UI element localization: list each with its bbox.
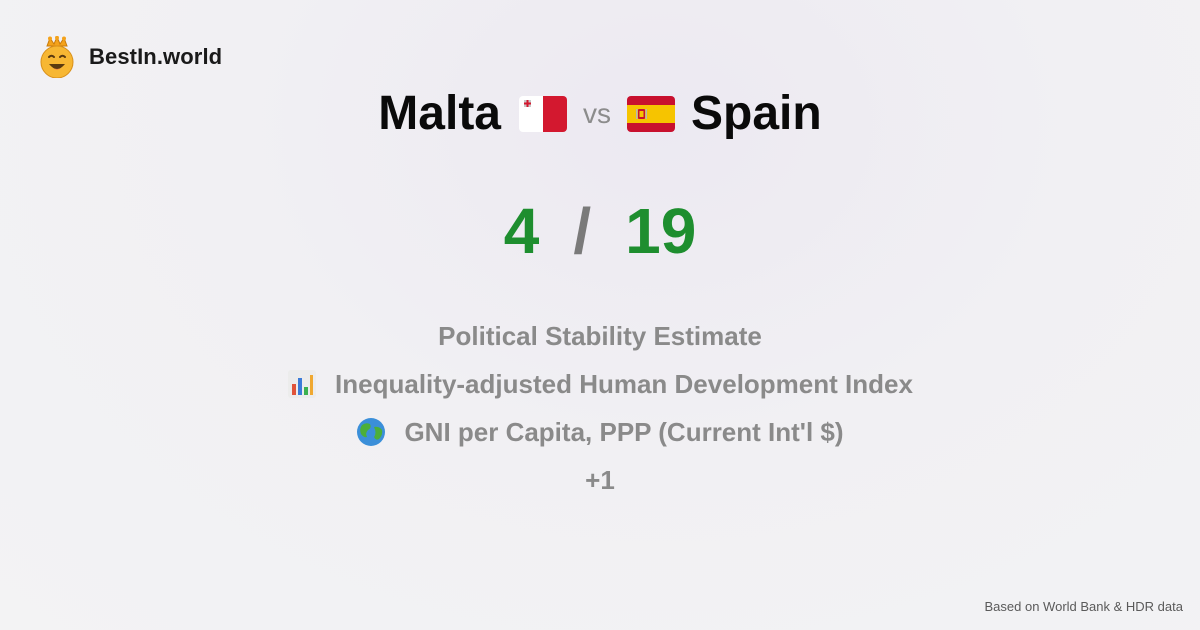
metric-item: Inequality-adjusted Human Development In…	[287, 360, 913, 408]
vs-separator: vs	[583, 97, 611, 129]
score-separator: /	[573, 195, 592, 267]
score-left: 4	[503, 195, 540, 267]
metric-label: Inequality-adjusted Human Development In…	[335, 368, 913, 399]
data-source-note: Based on World Bank & HDR data	[984, 599, 1183, 614]
metric-item: GNI per Capita, PPP (Current Int'l $)	[356, 408, 844, 456]
spain-flag-icon	[627, 95, 675, 132]
score: 4 / 19	[0, 194, 1200, 268]
metric-more[interactable]: +1	[585, 456, 615, 504]
country-right[interactable]: Spain	[691, 87, 822, 140]
brand-name: BestIn.world	[89, 44, 223, 69]
metrics-list: Political Stability Estimate Inequality-…	[0, 312, 1200, 504]
comparison-title: Malta vs Spain	[0, 86, 1200, 141]
country-left[interactable]: Malta	[378, 87, 501, 140]
brand[interactable]: BestIn.world	[38, 36, 222, 78]
score-right: 19	[625, 195, 697, 267]
malta-flag-icon	[519, 95, 567, 132]
metric-label: Political Stability Estimate	[438, 320, 762, 351]
bar-chart-icon	[288, 370, 317, 398]
crowned-smiley-icon	[40, 36, 74, 78]
metric-more-label: +1	[585, 464, 615, 495]
globe-icon	[357, 418, 386, 446]
metric-label: GNI per Capita, PPP (Current Int'l $)	[404, 416, 844, 447]
metric-item: Political Stability Estimate	[438, 312, 762, 360]
